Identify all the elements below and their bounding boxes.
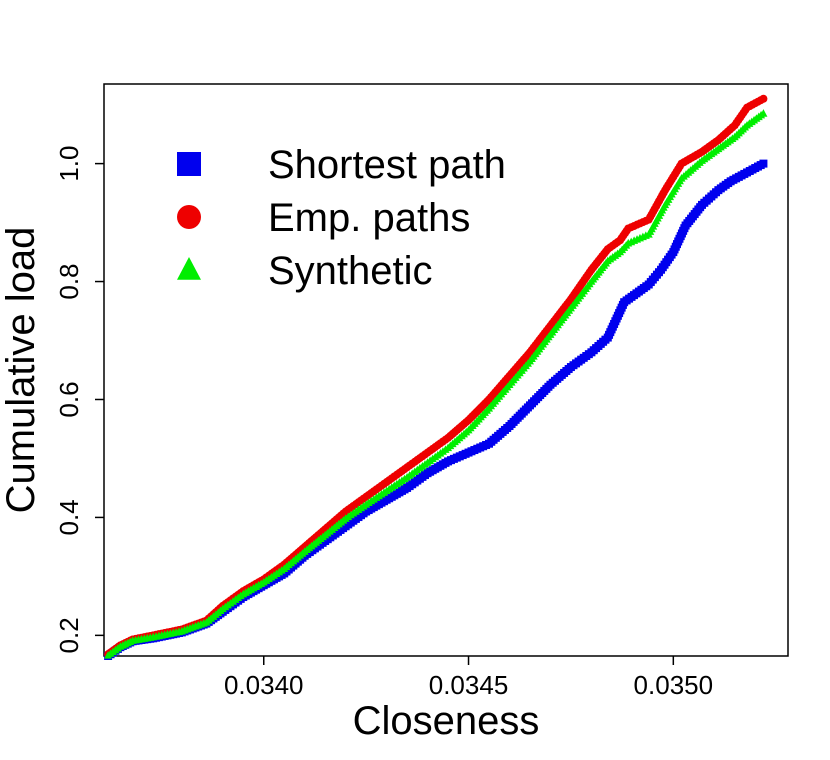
x-tick-label: 0.0345 [429,670,509,700]
y-tick-label: 0.2 [54,617,84,653]
legend-marker-circle [177,205,201,229]
series-layer [104,94,768,660]
y-axis-label: Cumulative load [0,227,43,514]
legend-label: Emp. paths [268,196,470,240]
x-tick-label: 0.0340 [224,670,304,700]
y-tick-label: 0.4 [54,499,84,535]
y-tick-label: 1.0 [54,146,84,182]
legend-marker-triangle [177,257,201,280]
legend-label: Shortest path [268,143,506,187]
x-tick-label: 0.0350 [634,670,714,700]
legend-label: Synthetic [268,249,433,293]
data-point [759,94,768,103]
y-axis: 0.2 0.4 0.6 0.8 1.0 [54,146,104,653]
legend: Shortest path Emp. paths Synthetic [177,143,506,293]
series-triangle [104,109,768,659]
y-tick-label: 0.8 [54,263,84,299]
y-tick-label: 0.6 [54,381,84,417]
data-point [759,159,768,168]
x-axis: 0.0340 0.0345 0.0350 [224,656,713,700]
x-axis-label: Closeness [353,699,540,743]
plot-frame [103,83,789,657]
legend-marker-square [177,152,201,176]
data-point [759,109,768,117]
